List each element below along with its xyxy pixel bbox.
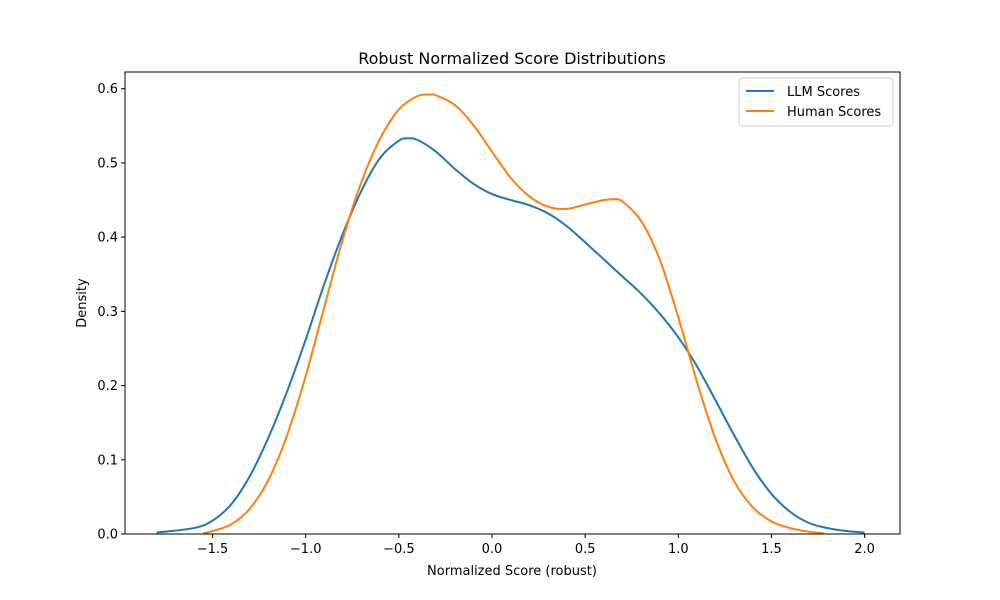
x-tick-label: −1.5	[197, 542, 229, 557]
legend-box	[738, 77, 894, 127]
series-line-llm-scores	[156, 137, 865, 534]
plot-area	[156, 93, 865, 535]
x-tick-label: 2.0	[854, 542, 875, 557]
series-line-human-scores	[203, 93, 824, 535]
x-axis-label: Normalized Score (robust)	[427, 564, 597, 579]
legend: LLM Scores Human Scores	[738, 77, 894, 127]
y-tick-label: 0.1	[97, 453, 118, 468]
y-tick-label: 0.6	[97, 82, 118, 97]
legend-label-human-scores: Human Scores	[787, 105, 881, 120]
x-tick-label: 1.5	[761, 542, 782, 557]
x-tick-label: 0.0	[482, 542, 503, 557]
chart-title: Robust Normalized Score Distributions	[358, 49, 666, 68]
y-axis-label: Density	[75, 278, 90, 328]
axes-frame	[124, 71, 901, 535]
y-tick-label: 0.3	[97, 305, 118, 320]
y-tick-label: 0.4	[97, 231, 118, 246]
x-tick-label: −1.0	[290, 542, 322, 557]
x-tick-label: 0.5	[575, 542, 596, 557]
y-tick-label: 0.5	[97, 156, 118, 171]
y-axis: 0.0 0.1 0.2 0.3 0.4 0.5 0.6	[97, 82, 125, 543]
y-tick-label: 0.2	[97, 379, 118, 394]
y-tick-label: 0.0	[97, 528, 118, 543]
x-axis: −1.5 −1.0 −0.5 0.0 0.5 1.0 1.5 2.0	[197, 534, 875, 557]
legend-label-llm-scores: LLM Scores	[787, 85, 860, 100]
x-tick-label: −0.5	[383, 542, 415, 557]
x-tick-label: 1.0	[668, 542, 689, 557]
